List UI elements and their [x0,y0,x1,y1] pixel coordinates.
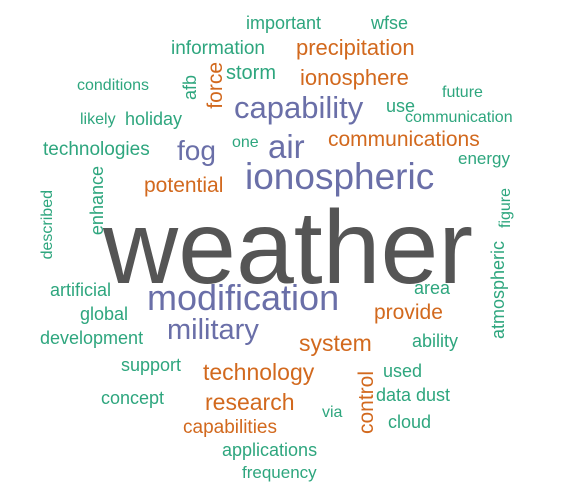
word-important: important [246,13,322,33]
word-used: used [383,361,423,381]
word-global: global [80,304,129,324]
word-holiday: holiday [125,109,183,129]
word-atmospheric: atmospheric [488,241,508,340]
word-future: future [442,84,483,101]
word-fog: fog [177,135,216,166]
word-military: military [167,314,259,346]
word-storm: storm [226,62,276,84]
word-likely: likely [80,111,116,128]
word-technologies: technologies [43,139,150,160]
word-development: development [40,328,144,348]
word-afb: afb [180,75,200,101]
word-technology: technology [203,359,315,385]
word-energy: energy [458,149,510,168]
word-air: air [268,128,305,165]
word-dust: dust [416,385,451,405]
word-conditions: conditions [77,77,150,94]
word-described: described [39,190,56,260]
word-ability: ability [412,331,459,351]
word-information: information [171,38,265,59]
word-ionospheric: ionospheric [245,156,435,197]
word-communication: communication [405,109,513,126]
word-via: via [322,404,343,421]
word-capability: capability [234,90,364,125]
word-support: support [121,355,182,375]
word-research: research [205,389,295,415]
word-precipitation: precipitation [296,35,415,60]
word-area: area [414,278,451,298]
word-force: force [204,62,227,109]
word-cloud: cloud [388,412,432,432]
word-capabilities: capabilities [183,417,277,438]
word-weather: weather [103,190,473,306]
word-data: data [376,385,412,405]
word-artificial: artificial [50,280,112,300]
word-system: system [299,330,372,356]
word-potential: potential [144,174,224,197]
word-control: control [355,371,378,435]
word-wfse: wfse [371,13,409,33]
word-concept: concept [101,388,165,408]
word-communications: communications [328,128,480,151]
word-one: one [232,134,259,151]
word-enhance: enhance [87,166,107,236]
word-figure: figure [497,188,514,229]
word-frequency: frequency [242,463,317,482]
word-applications: applications [222,440,318,460]
word-use: use [386,96,416,116]
word-modification: modification [147,277,340,318]
word-ionosphere: ionosphere [300,65,409,90]
word-provide: provide [374,301,443,324]
